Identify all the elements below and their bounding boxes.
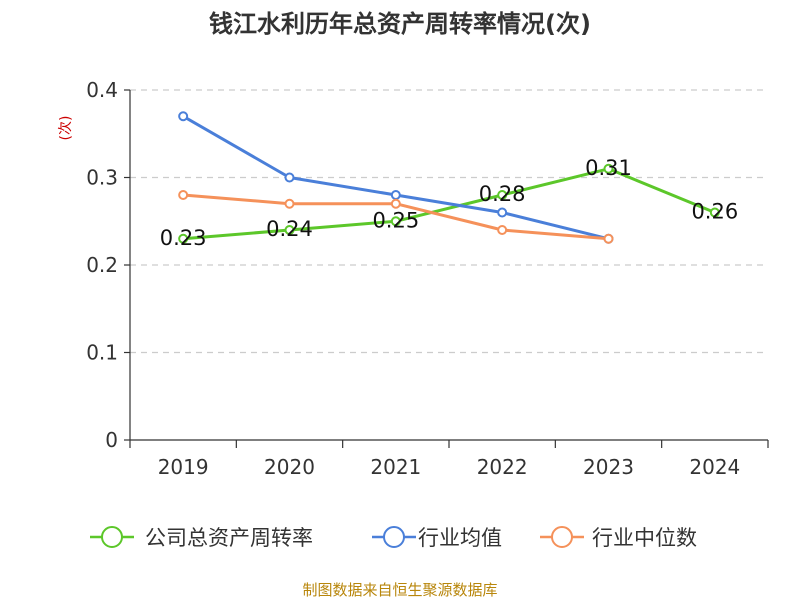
legend: 公司总资产周转率 行业均值 行业中位数 <box>90 526 697 550</box>
legend-label-2: 行业中位数 <box>592 526 697 550</box>
y-tick-label-0.1: 0.1 <box>86 341 118 365</box>
legend-swatch-marker <box>101 526 123 548</box>
series-2-point-2020 <box>284 198 295 209</box>
series-0-point-2022 <box>497 190 508 200</box>
series-1-point-2022 <box>497 207 508 218</box>
series-0-point-2024 <box>709 207 720 218</box>
legend-swatch-marker <box>551 526 573 548</box>
y-tick-label-0.2: 0.2 <box>86 253 118 277</box>
legend-item-2: 行业中位数 <box>540 526 697 550</box>
x-tick-label-2022: 2022 <box>477 455 528 479</box>
series-2-point-2022 <box>497 225 508 235</box>
series-0-point-2021 <box>390 216 401 227</box>
series-2-point-2023 <box>603 233 614 244</box>
series-line-0 <box>183 167 716 241</box>
y-tick-label-0.4: 0.4 <box>86 78 118 102</box>
x-tick-label-2023: 2023 <box>583 455 634 479</box>
legend-item-1: 行业均值 <box>372 526 502 550</box>
legend-label-1: 行业均值 <box>418 526 502 550</box>
chart-title: 钱江水利历年总资产周转率情况(次) <box>209 10 591 38</box>
data-label-2024: 0.26 <box>691 200 738 224</box>
data-label-2022: 0.28 <box>479 182 526 206</box>
data-label-2020: 0.24 <box>266 217 313 241</box>
y-tick-label-0: 0 <box>105 428 118 452</box>
series-lines <box>178 111 720 244</box>
legend-item-0: 公司总资产周转率 <box>90 526 313 550</box>
series-0-point-2020 <box>284 225 295 235</box>
data-label-2021: 0.25 <box>372 208 419 232</box>
x-tick-label-2020: 2020 <box>264 455 315 479</box>
legend-swatch-marker <box>383 526 405 548</box>
data-label-2023: 0.31 <box>585 156 632 180</box>
y-tick-label-0.3: 0.3 <box>86 166 118 190</box>
x-tick-label-2024: 2024 <box>689 455 740 479</box>
source-note: 制图数据来自恒生聚源数据库 <box>302 581 497 599</box>
series-0-point-2023 <box>603 163 614 174</box>
data-label-2019: 0.23 <box>160 226 207 250</box>
series-2-point-2019 <box>178 190 189 200</box>
x-tick-label-2019: 2019 <box>158 455 209 479</box>
data-labels: 0.23 0.24 0.25 0.28 0.31 0.26 <box>160 156 738 250</box>
series-1-point-2021 <box>390 190 401 200</box>
axes: 0 0.1 0.2 0.3 0.4 2019 2020 2021 2022 2023 2024 <box>86 78 769 479</box>
series-1-point-2020 <box>284 172 295 183</box>
series-0-point-2019 <box>178 233 189 244</box>
series-1-point-2019 <box>178 111 189 122</box>
x-tick-label-2021: 2021 <box>370 455 421 479</box>
y-axis-unit: (次) <box>58 116 74 141</box>
grid-lines <box>130 89 768 354</box>
legend-label-0: 公司总资产周转率 <box>145 526 313 550</box>
series-2-point-2021 <box>390 198 401 209</box>
